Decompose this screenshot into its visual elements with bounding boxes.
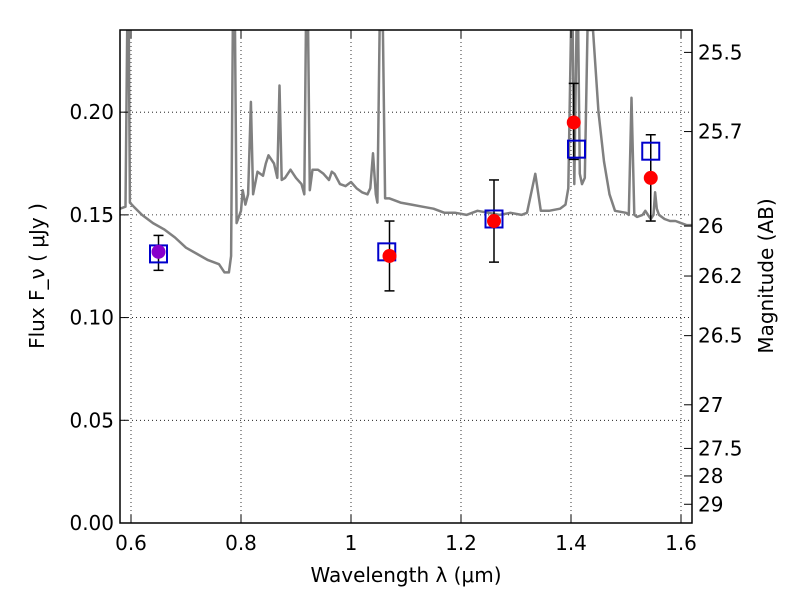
y-tick-label: 0.10 xyxy=(69,306,114,330)
tick-labels: 0.6 0.8 1 1.2 1.4 1.6 0.00 0.05 0.10 0.15 0.20 25.5… xyxy=(69,40,742,555)
ticks xyxy=(120,30,692,524)
plot-background xyxy=(120,30,692,523)
mag-tick-label: 27 xyxy=(698,393,723,417)
mag-tick-label: 26 xyxy=(698,214,723,238)
x-tick-label: 1.2 xyxy=(445,531,477,555)
observed-point xyxy=(382,248,397,263)
x-tick-label: 0.6 xyxy=(115,531,147,555)
x-tick-label: 1.4 xyxy=(555,531,587,555)
observed-point xyxy=(487,214,501,229)
mag-tick-label: 28 xyxy=(698,464,723,488)
mag-tick-label: 25.5 xyxy=(698,40,743,64)
x-axis-label: Wavelength λ (μm) xyxy=(310,563,501,587)
y-tick-label: 0.05 xyxy=(69,408,114,432)
observed-point xyxy=(566,115,581,130)
mag-tick-label: 27.5 xyxy=(698,436,743,460)
y-tick-label: 0.15 xyxy=(69,203,114,227)
observed-point xyxy=(151,244,166,259)
spectrum-line xyxy=(120,30,692,274)
y-tick-label: 0.00 xyxy=(69,511,114,535)
mag-tick-label: 26.2 xyxy=(698,264,743,288)
x-tick-label: 0.8 xyxy=(225,531,257,555)
mag-tick-label: 26.5 xyxy=(698,324,743,348)
model-photometry-marker xyxy=(567,139,586,159)
mag-tick-label: 25.7 xyxy=(698,120,743,144)
x-tick-label: 1 xyxy=(345,531,358,555)
y-axis-right-label: Magnitude (AB) xyxy=(754,198,778,353)
model-spectrum xyxy=(120,30,692,274)
model-photometry-marker xyxy=(641,141,661,161)
markers xyxy=(149,115,661,264)
mag-tick-label: 29 xyxy=(698,492,723,516)
y-tick-label: 0.20 xyxy=(69,100,114,124)
x-tick-label: 1.6 xyxy=(665,531,697,555)
observed-point xyxy=(643,170,658,185)
y-axis-label: Flux F_ν ( μJy ) xyxy=(25,203,49,349)
